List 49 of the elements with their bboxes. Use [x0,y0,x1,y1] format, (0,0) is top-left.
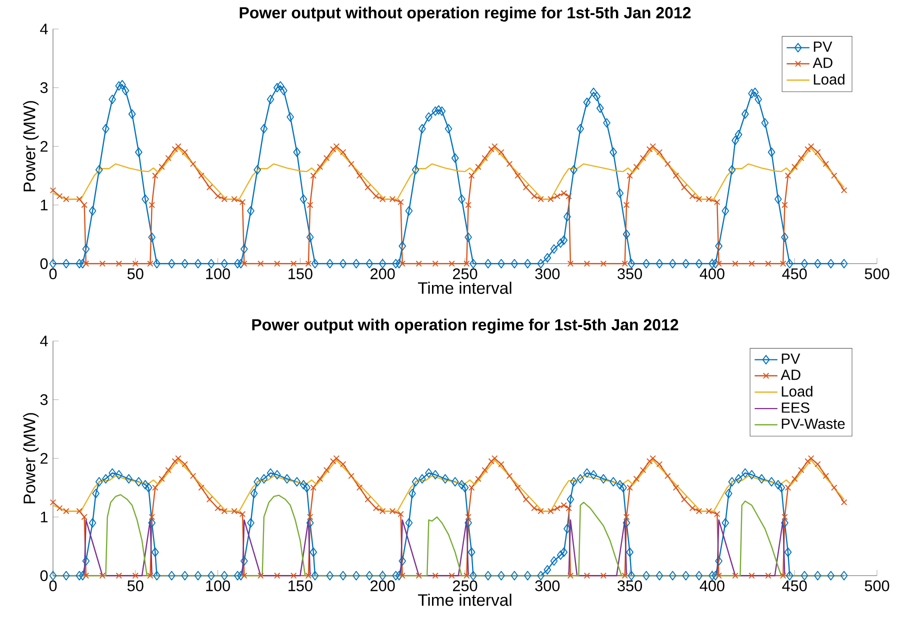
x-tick-label: 200 [370,580,395,592]
x-tick-label: 150 [288,268,312,280]
chart-title: Power output with operation regime for 1st-5th Jan 2012 [252,318,678,334]
legend-label: Load [782,386,812,397]
y-tick-label: 4 [40,336,48,346]
x-tick-label: 450 [782,580,807,592]
y-tick-label: 3 [40,82,48,94]
line-series [52,460,845,512]
y-tick-label: 3 [40,394,48,406]
x-tick-label: 300 [535,580,560,592]
legend-label: Load [814,74,844,85]
y-axis-title: Power (MW) [23,413,39,504]
chart-title: Power output without operation regime for 1st-5th Jan 2012 [240,6,691,22]
legend-label: EES [782,402,810,414]
x-axis-title: Time interval [418,594,512,606]
x-tick-label: 500 [864,580,890,592]
x-tick-label: 450 [782,268,807,280]
x-tick-label: 400 [700,580,724,592]
legend-label: PV [782,354,800,364]
y-tick-label: 1 [40,512,48,522]
y-tick-label: 2 [40,141,48,152]
x-tick-label: 200 [370,268,395,280]
x-tick-label: 250 [452,268,478,280]
legend-label: AD [780,370,800,380]
x-tick-label: 100 [206,268,230,280]
x-tick-label: 350 [618,580,642,592]
x-tick-label: 100 [206,580,230,592]
x-tick-label: 500 [864,268,890,280]
x-tick-label: 0 [49,580,57,592]
x-tick-label: 150 [288,580,312,592]
line-series [52,148,845,200]
y-tick-label: 4 [40,24,48,34]
y-tick-label: 2 [40,453,48,464]
x-tick-label: 400 [700,268,724,280]
x-tick-label: 0 [49,268,57,280]
x-tick-label: 50 [127,268,144,280]
y-tick-label: 0 [40,258,48,270]
x-tick-label: 50 [127,580,144,592]
legend-label: PV-Waste [782,418,845,430]
y-tick-label: 0 [40,570,48,582]
x-tick-label: 250 [452,580,478,592]
y-axis-title: Power (MW) [23,101,39,192]
y-tick-label: 1 [40,200,48,210]
legend-label: PV [814,42,832,52]
legend-label: AD [812,58,832,68]
x-tick-label: 300 [535,268,560,280]
x-axis-title: Time interval [418,282,512,294]
line-series [52,494,845,576]
x-tick-label: 350 [618,268,642,280]
